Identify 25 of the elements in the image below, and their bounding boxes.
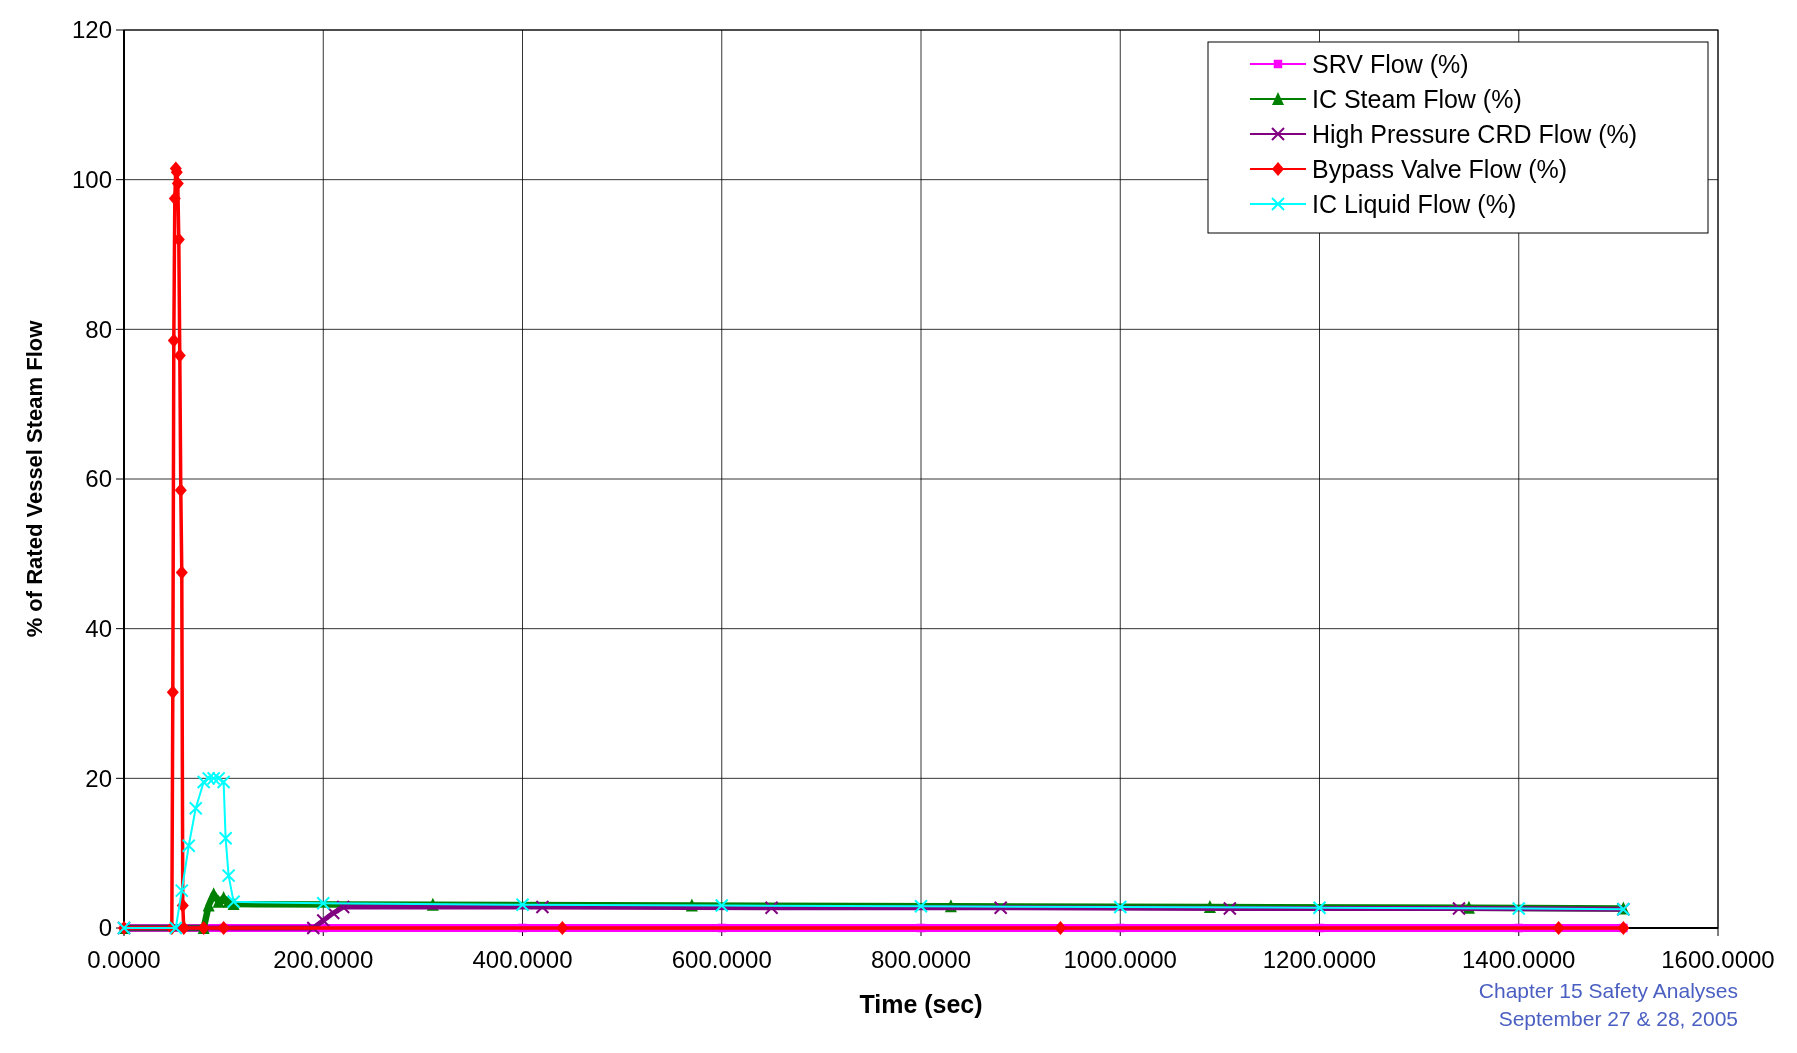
- x-tick-label: 400.0000: [472, 946, 573, 973]
- x-tick-label: 1200.0000: [1262, 946, 1377, 973]
- legend-label: SRV Flow (%): [1312, 49, 1469, 78]
- y-tick-label: 0: [98, 914, 112, 942]
- legend-label: Bypass Valve Flow (%): [1312, 154, 1568, 183]
- y-tick-label: 60: [85, 465, 112, 493]
- x-tick-label: 200.0000: [273, 946, 374, 973]
- y-tick-label: 80: [85, 315, 112, 343]
- x-tick-label: 600.0000: [671, 946, 772, 973]
- y-tick-label: 120: [71, 16, 112, 44]
- text: September 27 & 28, 2005: [1498, 1007, 1738, 1030]
- y-tick-label: 20: [85, 764, 112, 792]
- legend-label: IC Steam Flow (%): [1312, 84, 1522, 113]
- x-axis-title: Time (sec): [859, 990, 983, 1018]
- text: Chapter 15 Safety Analyses: [1478, 979, 1738, 1002]
- x-tick-label: 0.0000: [87, 946, 161, 973]
- legend-label: High Pressure CRD Flow (%): [1312, 119, 1638, 148]
- x-tick-label: 1000.0000: [1063, 946, 1177, 973]
- x-tick-label: 1400.0000: [1462, 946, 1576, 973]
- x-tick-label: 800.0000: [870, 946, 972, 973]
- x-tick-label: 1600.0000: [1661, 946, 1775, 973]
- y-tick-label: 100: [71, 166, 112, 194]
- y-axis-title: % of Rated Vessel Steam Flow: [22, 319, 47, 638]
- legend-label: IC Liquid Flow (%): [1312, 189, 1517, 218]
- y-tick-label: 40: [85, 615, 112, 643]
